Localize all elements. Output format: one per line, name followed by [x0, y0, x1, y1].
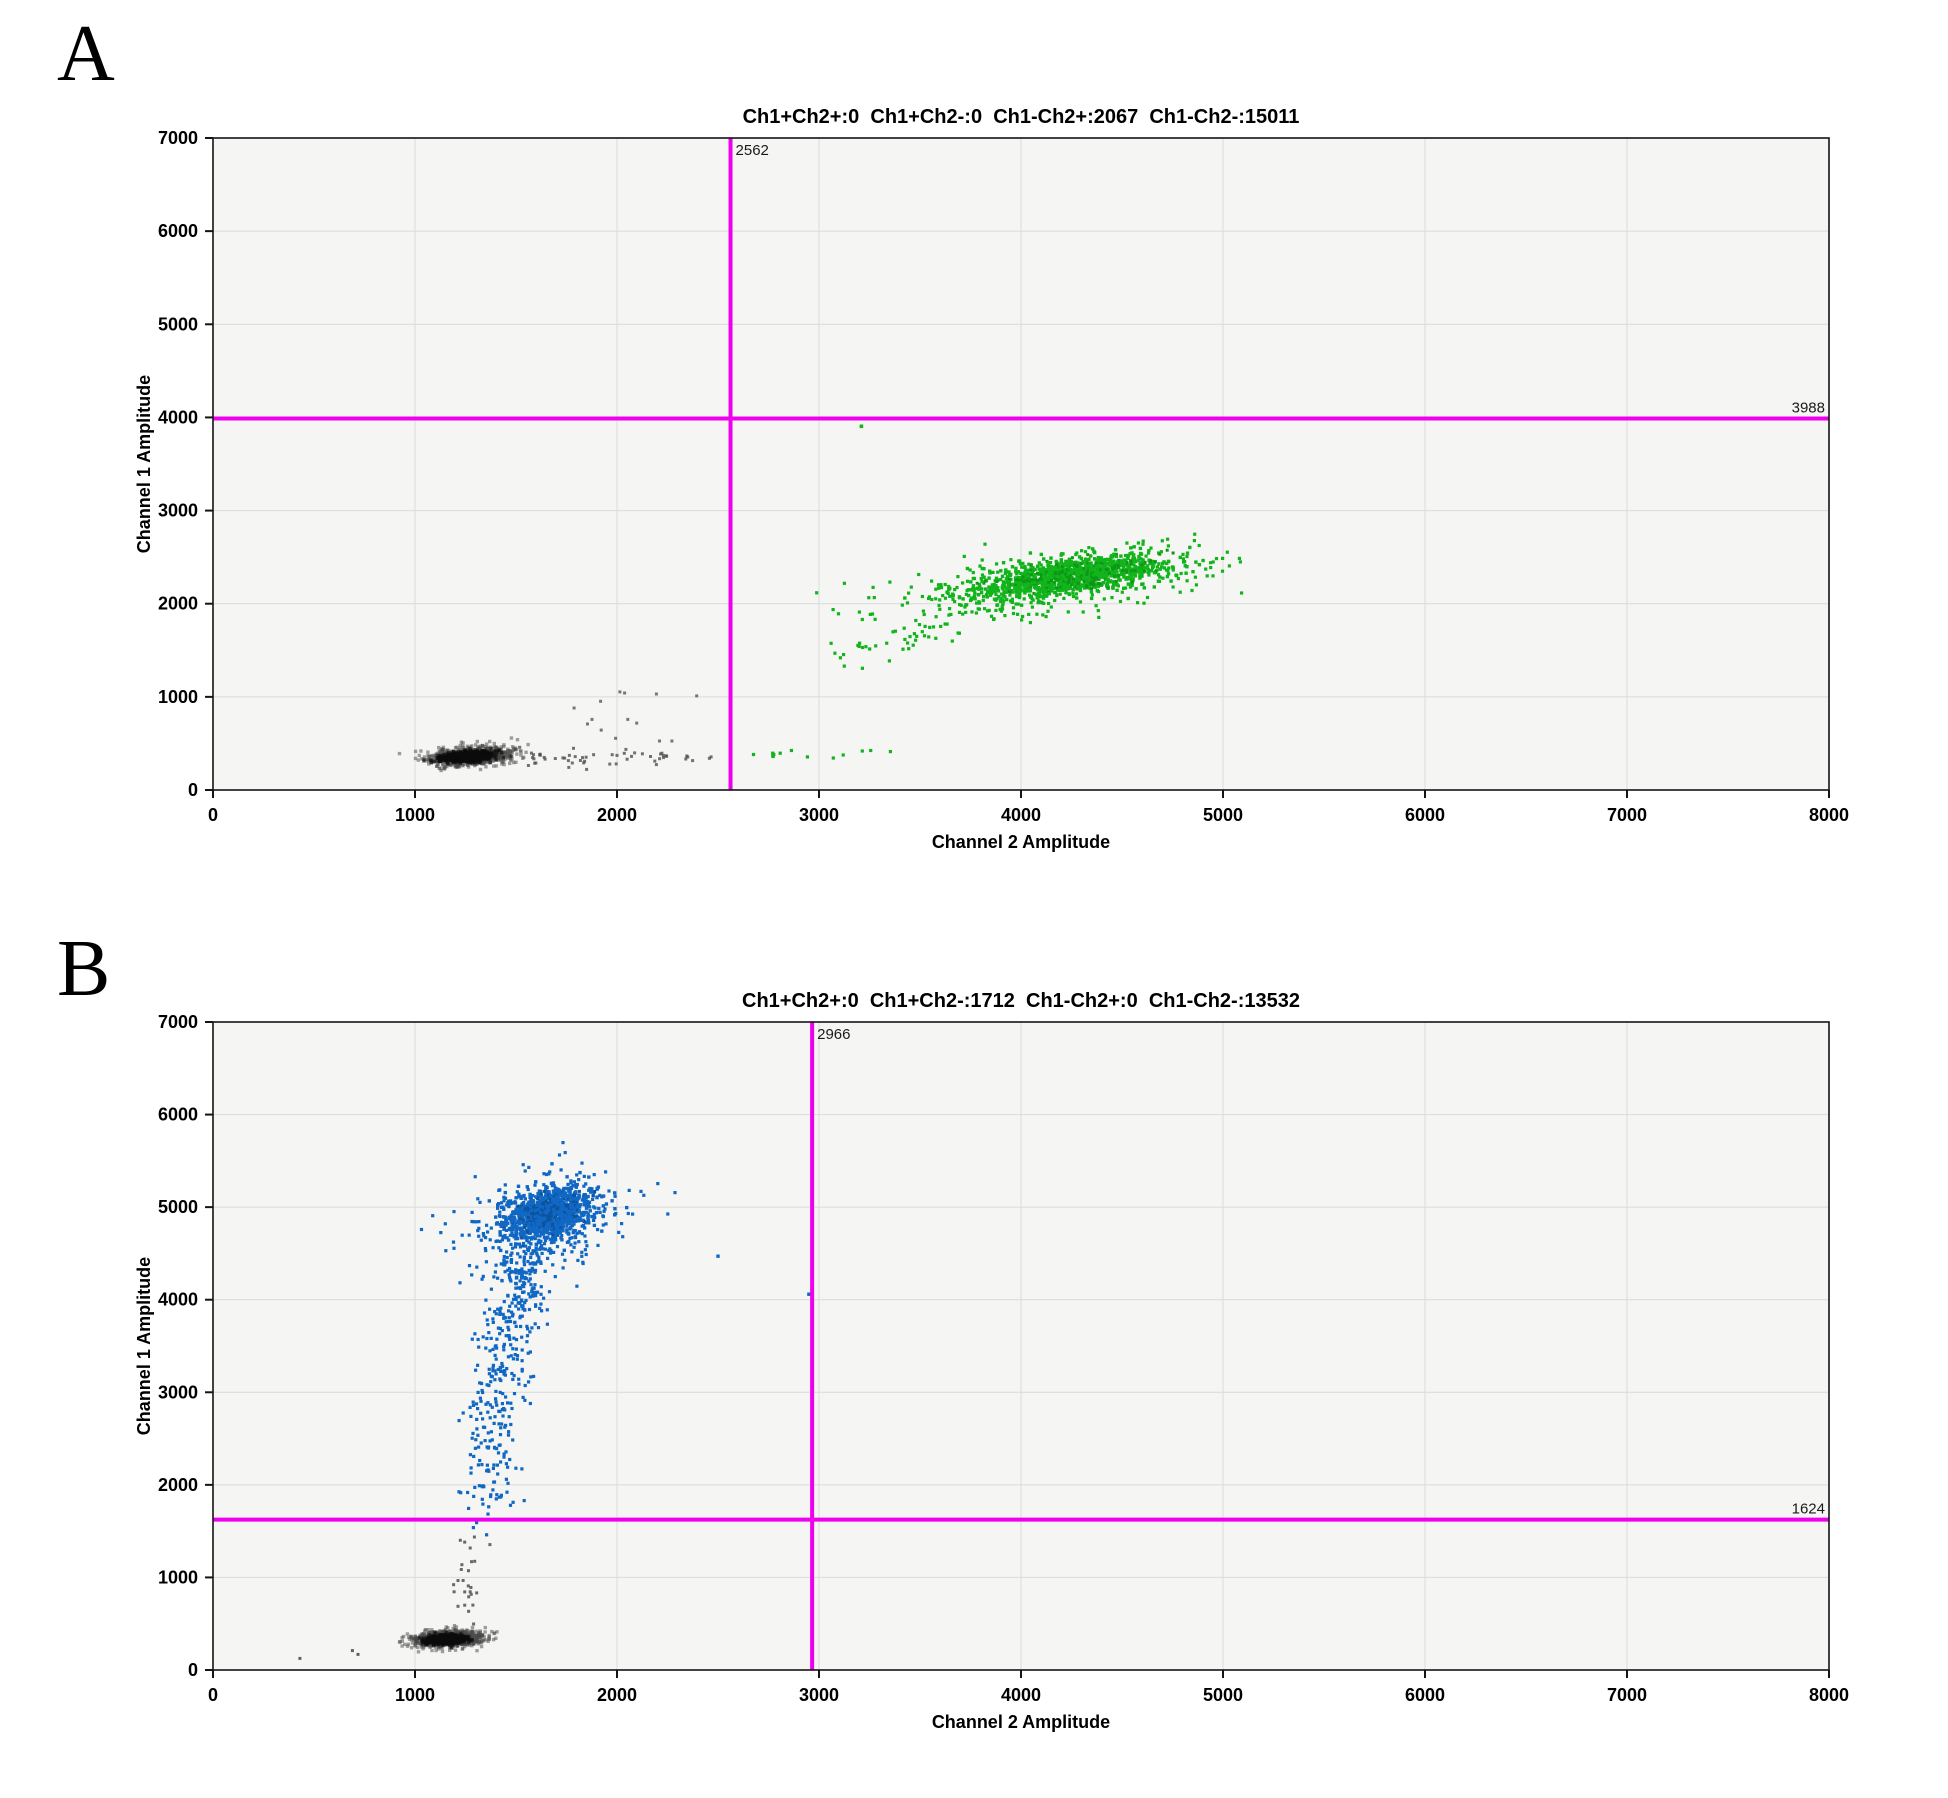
cluster-negative-trail — [518, 745, 713, 771]
cluster-negative-trail — [452, 1535, 492, 1626]
x-tick-label: 7000 — [1607, 1685, 1647, 1705]
x-tick-label: 8000 — [1809, 1685, 1849, 1705]
cluster-negative-dust — [572, 690, 699, 743]
cluster-positive-outliers — [716, 1254, 811, 1296]
panel-a: A 2562 3988 0 1000 2000 3000 4000 5000 6000 7000 8… — [57, 10, 1849, 852]
y-tick-label: 1000 — [158, 1567, 198, 1587]
x-tick-label: 5000 — [1203, 805, 1243, 825]
threshold-hline-label: 1624 — [1792, 1501, 1825, 1518]
y-tick-label: 2000 — [158, 1475, 198, 1495]
panel-b-chart: 2966 1624 0 1000 2000 3000 4000 5000 6000 7000 800… — [134, 990, 1849, 1732]
x-tick-label: 5000 — [1203, 1685, 1243, 1705]
cluster-positive-halo — [815, 532, 1244, 639]
y-tick-label: 7000 — [158, 128, 198, 148]
x-tick-label: 0 — [208, 805, 218, 825]
y-axis-title: Channel 1 Amplitude — [134, 1257, 154, 1435]
x-tick-label: 4000 — [1001, 1685, 1041, 1705]
y-tick-label: 4000 — [158, 407, 198, 427]
x-tick-label: 7000 — [1607, 805, 1647, 825]
x-tick-label: 1000 — [395, 1685, 435, 1705]
y-tick-label: 3000 — [158, 1382, 198, 1402]
cluster-positive-halo — [419, 1141, 677, 1288]
cluster-positive-tail — [457, 1210, 557, 1537]
chart-title: Ch1+Ch2+:0 Ch1+Ch2-:0 Ch1-Ch2+:2067 Ch1-… — [743, 106, 1300, 128]
y-tick-label: 0 — [188, 1660, 198, 1680]
y-tick-label: 2000 — [158, 594, 198, 614]
y-tick-label: 1000 — [158, 687, 198, 707]
x-tick-label: 2000 — [597, 805, 637, 825]
y-tick-label: 5000 — [158, 1197, 198, 1217]
y-tick-label: 7000 — [158, 1012, 198, 1032]
y-tick-label: 6000 — [158, 221, 198, 241]
x-tick-label: 6000 — [1405, 805, 1445, 825]
y-tick-label: 5000 — [158, 314, 198, 334]
cluster-positive-low-band — [751, 748, 892, 760]
y-tick-label: 3000 — [158, 501, 198, 521]
cluster-negative-core — [422, 747, 514, 766]
threshold-vline-label: 2562 — [736, 142, 769, 159]
x-axis-title: Channel 2 Amplitude — [932, 1712, 1110, 1732]
x-tick-label: 4000 — [1001, 805, 1041, 825]
panel-b: B 2966 1624 0 1000 2000 3000 4000 5000 6000 7000 8… — [0, 905, 1948, 1798]
x-tick-label: 3000 — [799, 1685, 839, 1705]
axis-ticks: 0 1000 2000 3000 4000 5000 6000 7000 8000 0 1000 20… — [158, 1012, 1849, 1705]
y-tick-label: 4000 — [158, 1290, 198, 1310]
chart-title: Ch1+Ch2+:0 Ch1+Ch2-:1712 Ch1-Ch2+:0 Ch1-… — [742, 990, 1300, 1012]
y-axis-title: Channel 1 Amplitude — [134, 375, 154, 553]
threshold-hline-label: 3988 — [1792, 400, 1825, 417]
panel-a-chart: 2562 3988 0 1000 2000 3000 4000 5000 6000 7000 800… — [134, 106, 1849, 852]
cluster-negative-core — [417, 1630, 474, 1649]
panel-a-letter: A — [57, 10, 115, 98]
x-axis-title: Channel 2 Amplitude — [932, 832, 1110, 852]
x-tick-label: 0 — [208, 1685, 218, 1705]
cluster-positive-trail — [829, 581, 1066, 670]
droplet-points — [298, 1141, 811, 1660]
x-tick-label: 8000 — [1809, 805, 1849, 825]
axis-ticks: 0 1000 2000 3000 4000 5000 6000 7000 8000 0 1000 20… — [158, 128, 1849, 825]
cluster-positive-outlier — [859, 424, 864, 429]
droplet-points — [397, 424, 1244, 773]
x-tick-label: 6000 — [1405, 1685, 1445, 1705]
panel-b-letter: B — [57, 925, 111, 1013]
y-tick-label: 0 — [188, 780, 198, 800]
x-tick-label: 1000 — [395, 805, 435, 825]
cluster-negative-isolated — [298, 1649, 360, 1660]
x-tick-label: 3000 — [799, 805, 839, 825]
x-tick-label: 2000 — [597, 1685, 637, 1705]
threshold-vline-label: 2966 — [817, 1026, 850, 1043]
y-tick-label: 6000 — [158, 1105, 198, 1125]
